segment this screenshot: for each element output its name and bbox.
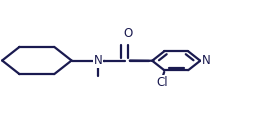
Text: Cl: Cl	[156, 76, 168, 89]
Text: N: N	[202, 54, 210, 67]
Text: N: N	[94, 54, 103, 67]
Text: O: O	[123, 27, 132, 40]
